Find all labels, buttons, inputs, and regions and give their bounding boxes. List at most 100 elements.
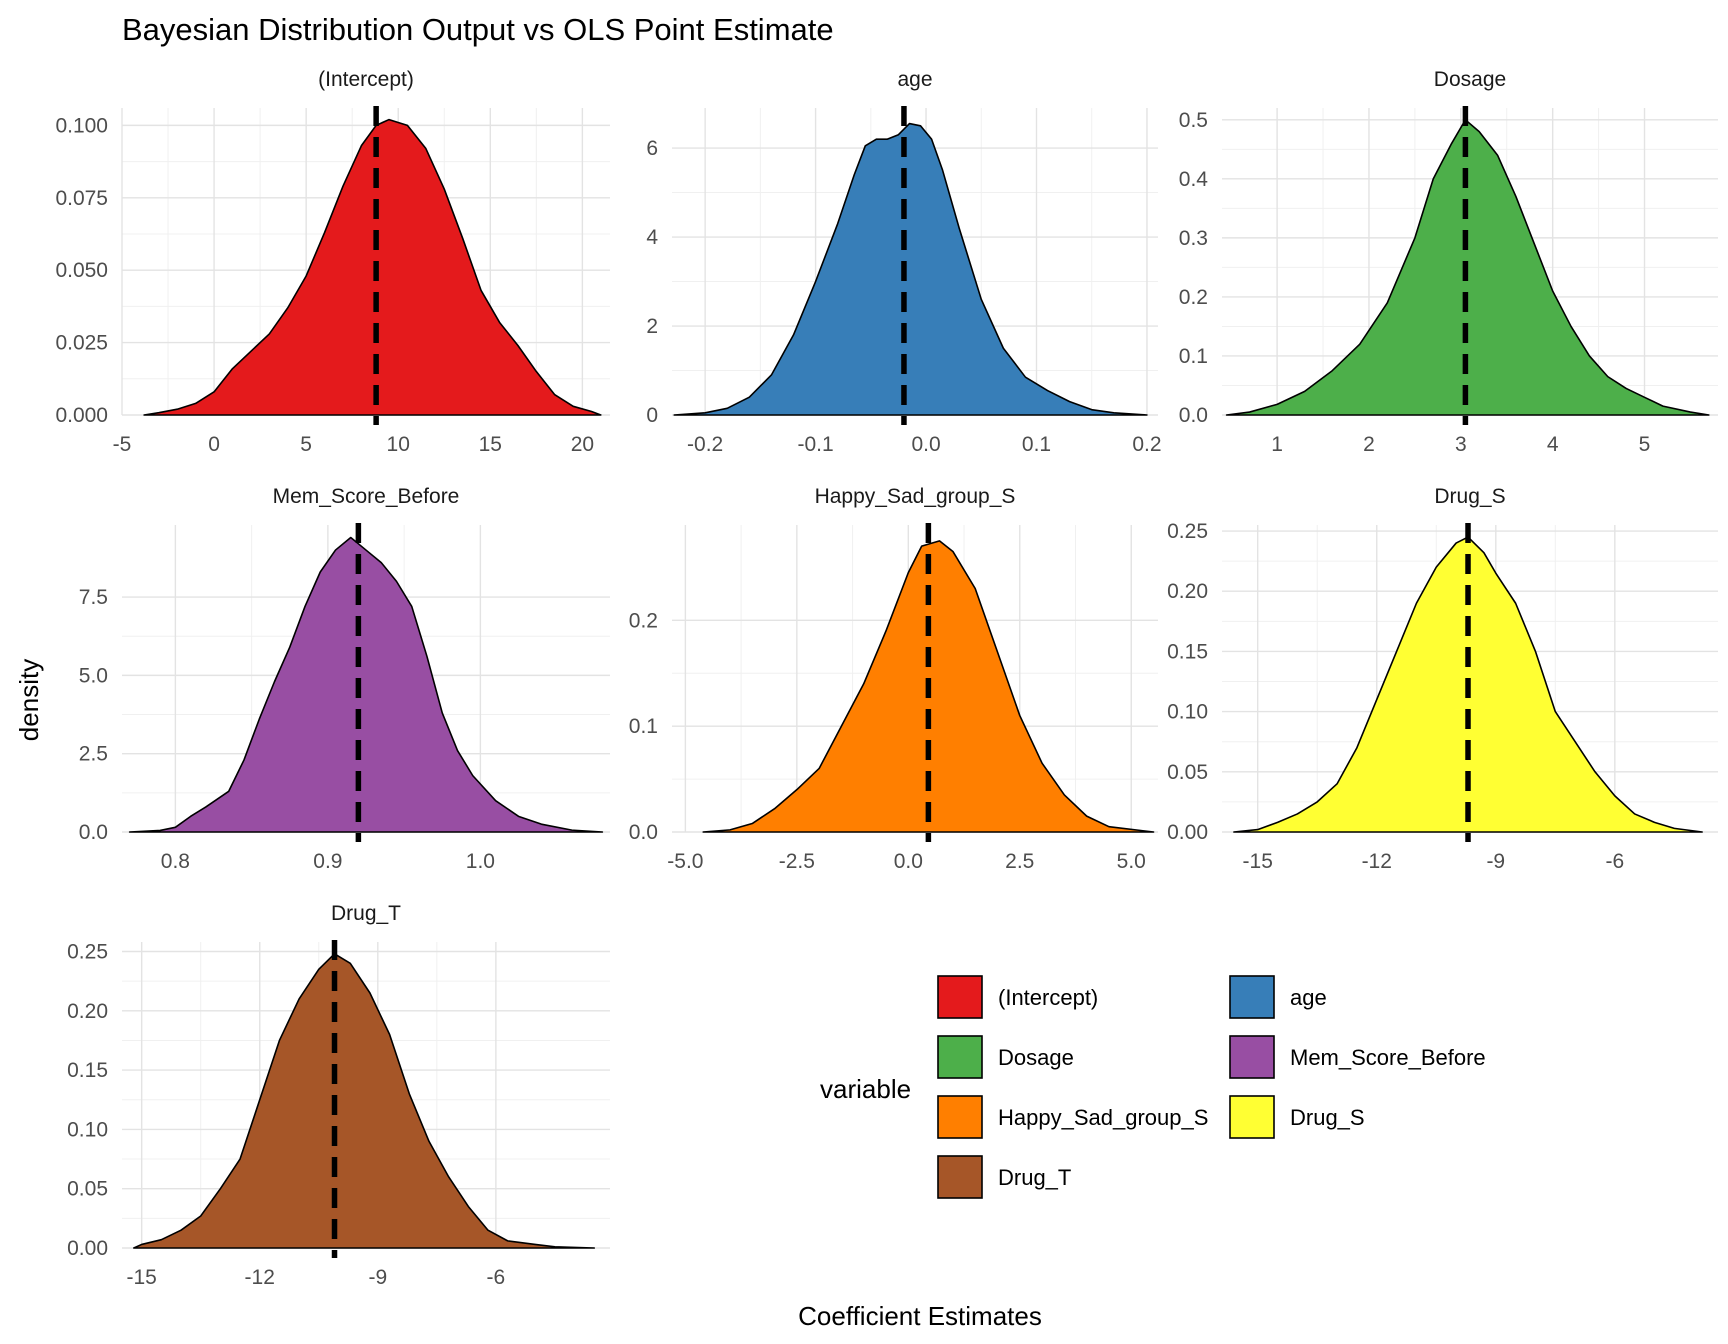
- panel-title: age: [897, 68, 932, 91]
- legend-swatch: [937, 1095, 983, 1139]
- y-tick-label: 0.05: [67, 1178, 108, 1201]
- x-tick-label: 0.0: [894, 850, 923, 873]
- y-tick-label: 0.2: [1179, 286, 1208, 309]
- legend-label: Dosage: [998, 1045, 1074, 1070]
- y-tick-label: 5.0: [79, 664, 108, 687]
- y-tick-label: 0.025: [55, 332, 108, 355]
- x-tick-label: 0.9: [313, 850, 342, 873]
- legend-swatch: [937, 1155, 983, 1199]
- y-tick-label: 0.1: [1179, 345, 1208, 368]
- y-tick-label: 0.15: [67, 1059, 108, 1082]
- legend-label: age: [1290, 985, 1327, 1010]
- density-area-mem-score-before: [128, 536, 604, 833]
- x-tick-label: 5: [1639, 433, 1651, 456]
- y-tick-label: 0.0: [629, 821, 658, 844]
- y-tick-label: 6: [646, 137, 658, 160]
- y-tick-label: 0.25: [1167, 520, 1208, 543]
- x-tick-label: -12: [245, 1266, 275, 1289]
- x-tick-label: 5: [300, 433, 312, 456]
- x-tick-label: -5: [113, 433, 132, 456]
- legend-label: Happy_Sad_group_S: [998, 1105, 1208, 1130]
- x-tick-label: 15: [479, 433, 502, 456]
- x-tick-label: 0.0: [911, 433, 940, 456]
- x-tick-label: 1.0: [466, 850, 495, 873]
- x-axis-label: Coefficient Estimates: [798, 1301, 1042, 1331]
- x-tick-label: 2.5: [1005, 850, 1034, 873]
- panel-mem-score-before: Mem_Score_Before 0.8 0.9 1.0 0.0 2.5 5.0 7.5: [79, 485, 610, 873]
- y-tick-label: 4: [646, 226, 658, 249]
- y-tick-label: 0.25: [67, 940, 108, 963]
- legend-swatch: [937, 975, 983, 1019]
- x-tick-label: -9: [1486, 850, 1505, 873]
- y-tick-label: 0.20: [67, 1000, 108, 1023]
- y-tick-label: 0.1: [629, 715, 658, 738]
- facet-panels: (Intercept)-5 0 5 10 15 200.0000.0250.0500.07…: [55, 68, 1718, 1289]
- y-tick-label: 0.5: [1179, 109, 1208, 132]
- y-tick-label: 0.000: [55, 404, 108, 427]
- x-tick-label: 0: [208, 433, 220, 456]
- panel-title: Drug_T: [331, 902, 401, 925]
- panel-title: Mem_Score_Before: [273, 485, 460, 508]
- panel-dosage: Dosage 1 2 3 4 5 0.0 0.1 0.2 0.3 0.4 0.5: [1179, 68, 1718, 456]
- legend-label: Drug_S: [1290, 1105, 1365, 1130]
- panel-drug-t: Drug_T -15 -12 -9 -6 0.00 0.05 0.10 0.15 0.20 0.25: [67, 902, 610, 1289]
- legend-swatch: [937, 1035, 983, 1079]
- y-tick-label: 0.00: [67, 1237, 108, 1260]
- panel-intercept: (Intercept) -5 0 5 10 15 20 0.000 0.025 0.050 0.07…: [55, 68, 610, 456]
- y-tick-label: 0.0: [79, 821, 108, 844]
- y-tick-label: 0.0: [1179, 404, 1208, 427]
- y-tick-label: 0.100: [55, 114, 108, 137]
- y-tick-label: 0.3: [1179, 227, 1208, 250]
- legend-swatch: [1229, 975, 1275, 1019]
- y-tick-label: 0: [646, 404, 658, 427]
- x-tick-label: 20: [571, 433, 594, 456]
- panel-drug-s: Drug_S -15 -12 -9 -6 0.00 0.05 0.10 0.15 0.20 0.25: [1167, 485, 1718, 873]
- x-tick-label: 3: [1455, 433, 1467, 456]
- panel-title: Happy_Sad_group_S: [815, 485, 1016, 508]
- y-tick-label: 0.4: [1179, 168, 1209, 191]
- y-tick-label: 0.05: [1167, 761, 1208, 784]
- x-tick-label: 0.1: [1022, 433, 1051, 456]
- legend-label: Drug_T: [998, 1165, 1071, 1190]
- density-area-intercept: [143, 118, 602, 416]
- x-tick-label: -6: [487, 1266, 506, 1289]
- x-tick-label: 2: [1363, 433, 1375, 456]
- x-tick-label: -15: [1243, 850, 1273, 873]
- x-tick-label: -0.1: [797, 433, 833, 456]
- y-tick-label: 7.5: [79, 586, 108, 609]
- x-tick-label: 4: [1547, 433, 1559, 456]
- x-tick-label: -15: [126, 1266, 156, 1289]
- y-tick-label: 2: [646, 315, 658, 338]
- panel-title: Drug_S: [1434, 485, 1505, 508]
- x-tick-label: -6: [1605, 850, 1624, 873]
- x-tick-label: -0.2: [687, 433, 723, 456]
- legend-swatch: [1229, 1095, 1275, 1139]
- y-tick-label: 0.10: [67, 1118, 108, 1141]
- x-tick-label: -5.0: [667, 850, 703, 873]
- legend: variable (Intercept) age Dosage Mem_Score_B…: [820, 975, 1486, 1199]
- x-tick-label: -2.5: [779, 850, 815, 873]
- panel-title: (Intercept): [318, 68, 414, 91]
- x-tick-label: -9: [368, 1266, 387, 1289]
- y-tick-label: 0.15: [1167, 640, 1208, 663]
- legend-label: (Intercept): [998, 985, 1098, 1010]
- density-area-age: [673, 122, 1148, 416]
- legend-swatch: [1229, 1035, 1275, 1079]
- x-tick-label: 1: [1271, 433, 1283, 456]
- legend-label: Mem_Score_Before: [1290, 1045, 1486, 1070]
- y-tick-label: 0.10: [1167, 701, 1208, 724]
- panel-happy-sad-group-s: Happy_Sad_group_S -5.0 -2.5 0.0 2.5 5.0 0.0 0.1…: [629, 485, 1158, 873]
- y-tick-label: 0.050: [55, 259, 108, 282]
- panel-title: Dosage: [1434, 68, 1506, 91]
- legend-title: variable: [820, 1074, 911, 1104]
- y-tick-label: 0.20: [1167, 580, 1208, 603]
- y-tick-label: 2.5: [79, 743, 108, 766]
- y-tick-label: 0.075: [55, 187, 108, 210]
- x-tick-label: 10: [387, 433, 410, 456]
- y-tick-label: 0.00: [1167, 821, 1208, 844]
- x-tick-label: 0.8: [161, 850, 190, 873]
- y-tick-label: 0.2: [629, 609, 658, 632]
- density-area-drug-t: [133, 953, 596, 1249]
